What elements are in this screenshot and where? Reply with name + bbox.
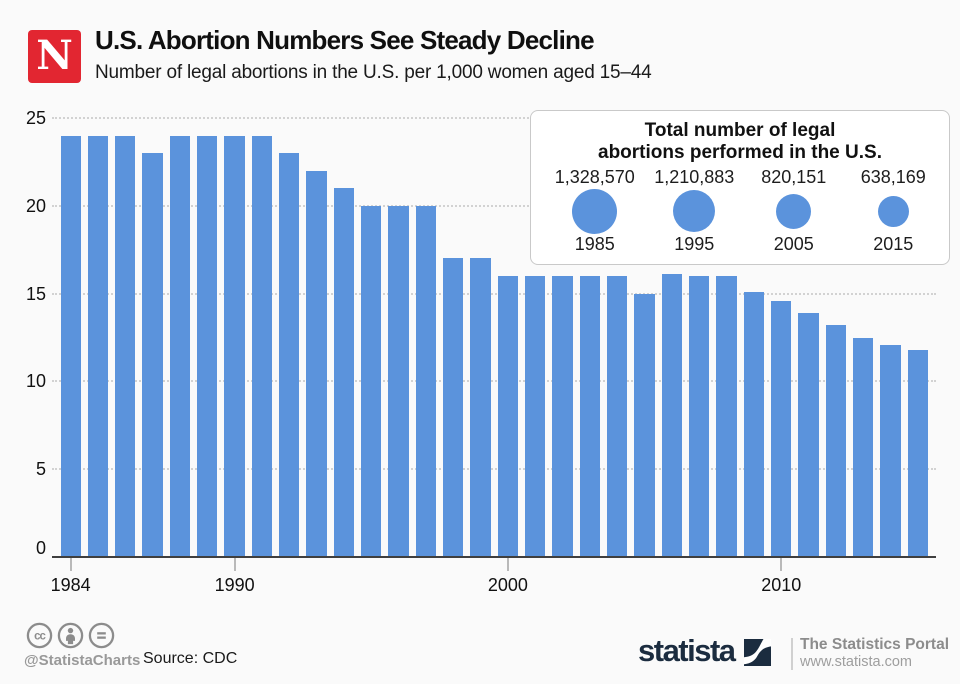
bar-2008 (716, 276, 737, 557)
bar-2006 (661, 274, 683, 557)
footer-divider (791, 638, 793, 670)
bar-1985 (87, 135, 109, 557)
inset-title-line1: Total number of legal (644, 120, 836, 141)
chart-title: U.S. Abortion Numbers See Steady Decline (95, 25, 595, 55)
inset-year: 1995 (674, 234, 715, 254)
x-axis-label-2010: 2010 (761, 575, 802, 595)
bar-1995 (361, 205, 382, 557)
bar-1986 (115, 135, 136, 557)
x-tick-1984 (69, 558, 72, 571)
y-axis-label-0: 0 (35, 538, 46, 558)
y-axis-label-10: 10 (25, 371, 46, 392)
inset-value: 1,210,883 (654, 167, 735, 187)
bar-2003 (579, 276, 601, 557)
newsweek-logo-letter: N (36, 31, 73, 79)
inset-item-2005: 820,151 2005 (744, 166, 844, 254)
bar-2014 (880, 344, 901, 557)
bar-2007 (689, 276, 710, 557)
x-tick-2000 (506, 558, 509, 571)
bar-1996 (388, 205, 409, 557)
cc-icon: cc (26, 622, 53, 649)
bar-1999 (470, 258, 491, 557)
bar-2000 (497, 276, 519, 557)
gridline-25 (52, 117, 936, 119)
gridline-20 (52, 204, 936, 207)
bar-1989 (197, 135, 218, 557)
statista-website: www.statista.com (800, 654, 912, 670)
bubble-2005 (776, 193, 812, 229)
chart-subtitle: Number of legal abortions in the U.S. pe… (95, 62, 652, 83)
attribution-person-icon (57, 622, 84, 649)
bar-2001 (525, 276, 546, 557)
x-axis-line (52, 556, 936, 558)
bar-1988 (169, 135, 191, 557)
bar-1998 (443, 258, 464, 557)
inset-value: 638,169 (860, 167, 926, 187)
bar-2015 (907, 349, 929, 557)
bar-2011 (798, 312, 819, 557)
bar-2012 (825, 325, 847, 557)
inset-year: 2005 (773, 234, 814, 254)
bar-1990 (224, 135, 245, 557)
bar-1994 (333, 188, 355, 557)
y-axis-label-20: 20 (25, 195, 46, 216)
x-axis-label-2000: 2000 (487, 575, 528, 595)
bar-1987 (142, 153, 163, 557)
newsweek-logo: N (28, 30, 81, 83)
creative-commons-icons: cc (26, 622, 115, 649)
gridline-15 (52, 292, 936, 295)
bar-1992 (279, 153, 300, 557)
svg-text:cc: cc (34, 631, 46, 643)
statista-charts-handle: @StatistaCharts (24, 652, 141, 669)
bar-1997 (415, 205, 437, 557)
inset-title-line2: abortions performed in the U.S. (598, 142, 882, 163)
bar-1991 (251, 135, 273, 557)
y-axis-label-5: 5 (35, 459, 46, 480)
inset-year: 2015 (873, 234, 914, 254)
equals-icon (88, 622, 115, 649)
bubble-1995 (673, 190, 716, 232)
source-label: Source: CDC (143, 650, 238, 667)
statista-wordmark: statista (638, 633, 736, 668)
inset-annotation-box: Total number of legal abortions performe… (530, 110, 950, 265)
inset-year: 1985 (574, 234, 615, 254)
statista-tagline: The Statistics Portal (800, 636, 950, 653)
bar-2013 (853, 337, 874, 557)
gridline-5 (52, 468, 936, 471)
bar-2010 (771, 300, 792, 557)
x-axis-label-1990: 1990 (214, 575, 255, 595)
inset-item-1995: 1,210,883 1995 (645, 166, 745, 254)
inset-item-2015: 638,169 2015 (844, 166, 944, 254)
bubble-2015 (877, 195, 909, 227)
gridline-10 (52, 380, 936, 383)
bar-1984 (60, 135, 81, 557)
inset-value: 1,328,570 (554, 167, 635, 187)
x-axis-label-1984: 1984 (50, 575, 91, 595)
bar-2005 (634, 293, 655, 557)
bubble-1985 (572, 188, 618, 234)
statista-logo-icon (744, 639, 771, 666)
x-tick-1990 (233, 558, 236, 571)
bar-2004 (607, 276, 628, 557)
bar-2009 (743, 291, 765, 557)
y-axis-label-25: 25 (25, 108, 46, 128)
bar-2002 (552, 276, 573, 557)
x-tick-2010 (780, 558, 783, 571)
bar-1993 (306, 170, 327, 557)
y-axis-label-15: 15 (25, 283, 46, 304)
inset-value: 820,151 (761, 167, 827, 187)
inset-item-1985: 1,328,570 1985 (545, 166, 645, 254)
